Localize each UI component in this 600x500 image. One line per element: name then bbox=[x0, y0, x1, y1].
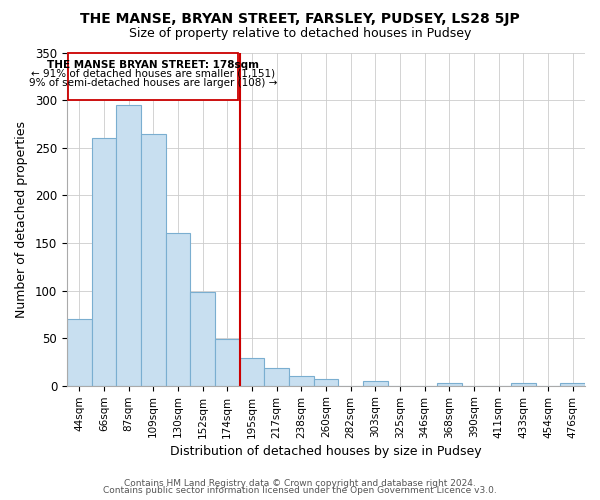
Bar bbox=[116, 105, 141, 386]
Bar bbox=[289, 376, 314, 386]
Bar bbox=[363, 381, 388, 386]
Bar bbox=[437, 383, 461, 386]
Bar bbox=[264, 368, 289, 386]
Bar bbox=[190, 292, 215, 386]
Bar bbox=[314, 379, 338, 386]
Text: Contains public sector information licensed under the Open Government Licence v3: Contains public sector information licen… bbox=[103, 486, 497, 495]
Bar bbox=[68, 54, 238, 100]
Y-axis label: Number of detached properties: Number of detached properties bbox=[15, 120, 28, 318]
Bar bbox=[92, 138, 116, 386]
Bar bbox=[141, 134, 166, 386]
Text: ← 91% of detached houses are smaller (1,151): ← 91% of detached houses are smaller (1,… bbox=[31, 68, 275, 78]
Bar bbox=[67, 319, 92, 386]
X-axis label: Distribution of detached houses by size in Pudsey: Distribution of detached houses by size … bbox=[170, 444, 482, 458]
Text: THE MANSE BRYAN STREET: 178sqm: THE MANSE BRYAN STREET: 178sqm bbox=[47, 60, 259, 70]
Bar bbox=[560, 383, 585, 386]
Bar bbox=[166, 234, 190, 386]
Text: Size of property relative to detached houses in Pudsey: Size of property relative to detached ho… bbox=[129, 28, 471, 40]
Bar bbox=[215, 339, 239, 386]
Text: Contains HM Land Registry data © Crown copyright and database right 2024.: Contains HM Land Registry data © Crown c… bbox=[124, 478, 476, 488]
Bar bbox=[239, 358, 264, 386]
Text: THE MANSE, BRYAN STREET, FARSLEY, PUDSEY, LS28 5JP: THE MANSE, BRYAN STREET, FARSLEY, PUDSEY… bbox=[80, 12, 520, 26]
Text: 9% of semi-detached houses are larger (108) →: 9% of semi-detached houses are larger (1… bbox=[29, 78, 277, 88]
Bar bbox=[511, 383, 536, 386]
